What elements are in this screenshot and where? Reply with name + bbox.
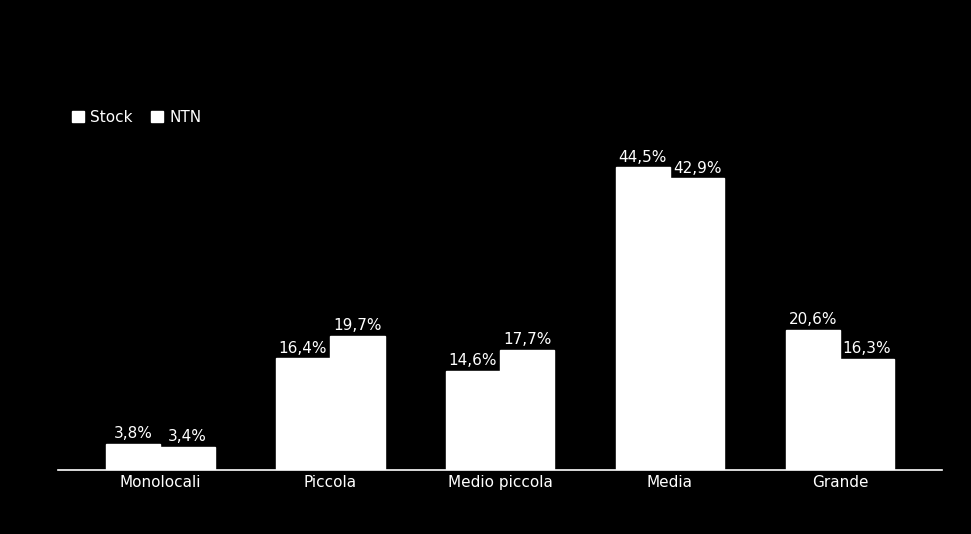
Bar xyxy=(276,358,330,470)
Bar xyxy=(500,350,554,470)
Bar xyxy=(786,330,840,470)
Bar xyxy=(616,168,670,470)
Bar xyxy=(840,359,894,470)
Legend: Stock, NTN: Stock, NTN xyxy=(66,104,208,131)
Bar xyxy=(446,371,500,470)
Text: 14,6%: 14,6% xyxy=(449,353,497,368)
Bar xyxy=(670,178,724,470)
Text: 42,9%: 42,9% xyxy=(673,161,721,176)
Text: 44,5%: 44,5% xyxy=(619,150,667,165)
Text: 3,8%: 3,8% xyxy=(114,426,152,442)
Text: 19,7%: 19,7% xyxy=(333,318,382,333)
Text: 20,6%: 20,6% xyxy=(788,312,837,327)
Bar xyxy=(160,447,215,470)
Text: 17,7%: 17,7% xyxy=(503,332,552,347)
Bar xyxy=(106,444,160,470)
Bar xyxy=(330,336,385,470)
Text: 16,4%: 16,4% xyxy=(279,341,327,356)
Text: 3,4%: 3,4% xyxy=(168,429,207,444)
Text: 16,3%: 16,3% xyxy=(843,341,891,356)
